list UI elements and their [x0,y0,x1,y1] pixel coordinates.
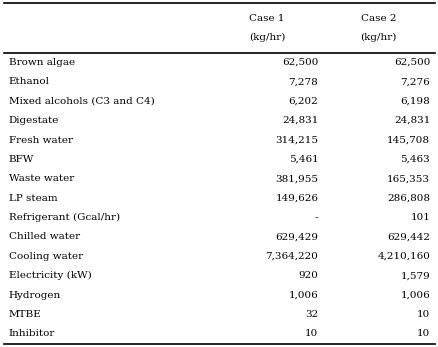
Text: 165,353: 165,353 [386,174,429,183]
Text: 4,210,160: 4,210,160 [377,252,429,261]
Text: Inhibitor: Inhibitor [9,329,55,338]
Text: -: - [314,213,318,222]
Text: 6,198: 6,198 [399,97,429,106]
Text: 10: 10 [416,310,429,319]
Text: (kg/hr): (kg/hr) [360,33,396,42]
Text: 62,500: 62,500 [281,58,318,67]
Text: 6,202: 6,202 [288,97,318,106]
Text: 1,579: 1,579 [399,271,429,280]
Text: Brown algae: Brown algae [9,58,75,67]
Text: BFW: BFW [9,155,34,164]
Text: 286,808: 286,808 [386,194,429,203]
Text: 5,463: 5,463 [399,155,429,164]
Text: Electricity (kW): Electricity (kW) [9,271,91,280]
Text: Mixed alcohols (C3 and C4): Mixed alcohols (C3 and C4) [9,97,154,106]
Text: 145,708: 145,708 [386,136,429,144]
Text: Waste water: Waste water [9,174,74,183]
Text: Case 1: Case 1 [248,14,284,23]
Text: 101: 101 [410,213,429,222]
Text: 1,006: 1,006 [399,290,429,299]
Text: (kg/hr): (kg/hr) [248,33,284,42]
Text: 629,442: 629,442 [386,232,429,242]
Text: 10: 10 [416,329,429,338]
Text: Ethanol: Ethanol [9,77,49,86]
Text: 7,276: 7,276 [399,77,429,86]
Text: Digestate: Digestate [9,116,59,125]
Text: 24,831: 24,831 [393,116,429,125]
Text: Refrigerant (Gcal/hr): Refrigerant (Gcal/hr) [9,213,120,222]
Text: 10: 10 [304,329,318,338]
Text: 920: 920 [298,271,318,280]
Text: Fresh water: Fresh water [9,136,73,144]
Text: 24,831: 24,831 [281,116,318,125]
Text: Chilled water: Chilled water [9,232,80,242]
Text: 1,006: 1,006 [288,290,318,299]
Text: 629,429: 629,429 [275,232,318,242]
Text: 149,626: 149,626 [275,194,318,203]
Text: Case 2: Case 2 [360,14,396,23]
Text: LP steam: LP steam [9,194,57,203]
Text: 32: 32 [304,310,318,319]
Text: 381,955: 381,955 [275,174,318,183]
Text: 7,278: 7,278 [288,77,318,86]
Text: 62,500: 62,500 [393,58,429,67]
Text: MTBE: MTBE [9,310,42,319]
Text: 5,461: 5,461 [288,155,318,164]
Text: 314,215: 314,215 [275,136,318,144]
Text: 7,364,220: 7,364,220 [265,252,318,261]
Text: Hydrogen: Hydrogen [9,290,61,299]
Text: Cooling water: Cooling water [9,252,83,261]
